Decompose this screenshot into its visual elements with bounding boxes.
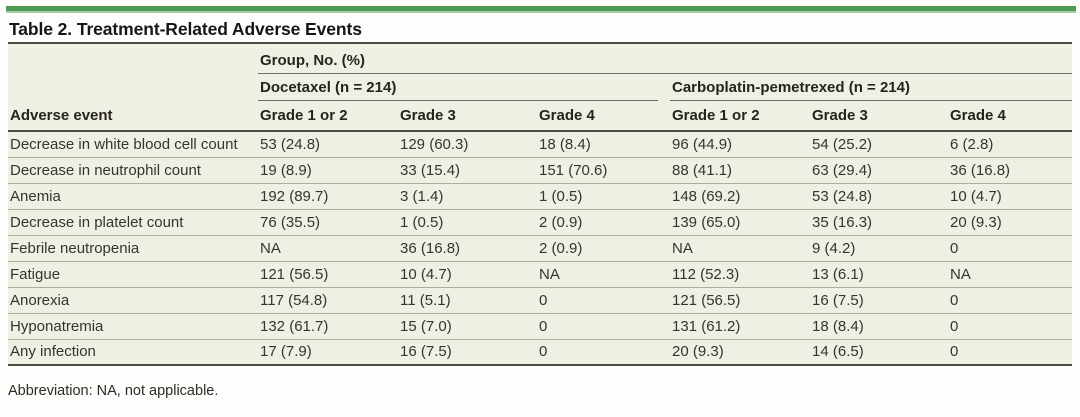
column-header-grade1or2-carboplatin: Grade 1 or 2: [672, 107, 760, 124]
value-cell: 14 (6.5): [812, 343, 864, 361]
group-header-label: Group, No. (%): [258, 52, 1073, 74]
table-header: Group, No. (%) Docetaxel (n = 214) Carbo…: [8, 43, 1073, 131]
spacer-cell: [8, 74, 258, 101]
value-cell: 16 (7.5): [812, 291, 864, 309]
value-cell: 18 (8.4): [539, 135, 591, 153]
value-cell: 15 (7.0): [400, 317, 452, 335]
value-cell: 131 (61.2): [672, 317, 741, 335]
value-cell: 121 (56.5): [672, 291, 741, 309]
value-cell: 1 (0.5): [539, 187, 583, 205]
column-header-grade3-carboplatin: Grade 3: [812, 107, 868, 124]
value-cell: 35 (16.3): [812, 213, 873, 231]
table-row: Anemia 192 (89.7) 3 (1.4) 1 (0.5) 148 (6…: [8, 183, 1073, 209]
arm-docetaxel-cell: Docetaxel (n = 214): [258, 74, 670, 101]
adverse-event-cell: Febrile neutropenia: [10, 239, 140, 257]
arm-carboplatin-label: Carboplatin-pemetrexed (n = 214): [670, 79, 1073, 101]
value-cell: 0: [539, 343, 548, 361]
adverse-event-cell: Decrease in white blood cell count: [10, 135, 238, 153]
adverse-event-cell: Hyponatremia: [10, 317, 104, 335]
value-cell: 96 (44.9): [672, 135, 733, 153]
adverse-event-cell: Decrease in platelet count: [10, 213, 184, 231]
table-body: Decrease in white blood cell count 53 (2…: [8, 131, 1073, 365]
value-cell: 13 (6.1): [812, 265, 864, 283]
value-cell: 10 (4.7): [400, 265, 452, 283]
column-header-adverse-event: Adverse event: [10, 107, 113, 124]
value-cell: 9 (4.2): [812, 239, 856, 257]
value-cell: 33 (15.4): [400, 161, 461, 179]
value-cell: 6 (2.8): [950, 135, 994, 153]
value-cell: 2 (0.9): [539, 239, 583, 257]
value-cell: 0: [950, 343, 959, 361]
arm-docetaxel-label: Docetaxel (n = 214): [258, 79, 658, 101]
value-cell: 0: [539, 291, 548, 309]
value-cell: NA: [539, 265, 560, 283]
footnote: Abbreviation: NA, not applicable.: [8, 383, 219, 399]
value-cell: 19 (8.9): [260, 161, 312, 179]
table-row: Febrile neutropenia NA 36 (16.8) 2 (0.9)…: [8, 235, 1073, 261]
spacer-cell: [8, 43, 258, 74]
value-cell: 53 (24.8): [260, 135, 321, 153]
value-cell: 18 (8.4): [812, 317, 864, 335]
value-cell: 10 (4.7): [950, 187, 1002, 205]
value-cell: 132 (61.7): [260, 317, 329, 335]
value-cell: 53 (24.8): [812, 187, 873, 205]
adverse-events-table: Group, No. (%) Docetaxel (n = 214) Carbo…: [8, 42, 1073, 366]
column-header-grade4-carboplatin: Grade 4: [950, 107, 1006, 124]
value-cell: 17 (7.9): [260, 343, 312, 361]
value-cell: 0: [950, 317, 959, 335]
value-cell: NA: [672, 239, 693, 257]
value-cell: 2 (0.9): [539, 213, 583, 231]
value-cell: 0: [950, 239, 959, 257]
value-cell: NA: [950, 265, 971, 283]
value-cell: 0: [539, 317, 548, 335]
value-cell: 139 (65.0): [672, 213, 741, 231]
group-header-row: Group, No. (%): [8, 43, 1073, 74]
table-row: Anorexia 117 (54.8) 11 (5.1) 0 121 (56.5…: [8, 287, 1073, 313]
table-row: Decrease in neutrophil count 19 (8.9) 33…: [8, 157, 1073, 183]
arm-header-row: Docetaxel (n = 214) Carboplatin-pemetrex…: [8, 74, 1073, 101]
value-cell: 112 (52.3): [672, 265, 740, 283]
value-cell: 20 (9.3): [672, 343, 724, 361]
value-cell: 76 (35.5): [260, 213, 321, 231]
adverse-event-cell: Decrease in neutrophil count: [10, 161, 201, 179]
value-cell: 148 (69.2): [672, 187, 741, 205]
table-row: Decrease in platelet count 76 (35.5) 1 (…: [8, 209, 1073, 235]
table-title: Table 2. Treatment-Related Adverse Event…: [9, 19, 362, 39]
value-cell: 129 (60.3): [400, 135, 469, 153]
adverse-event-cell: Anorexia: [10, 291, 70, 309]
value-cell: 16 (7.5): [400, 343, 452, 361]
table-row: Any infection 17 (7.9) 16 (7.5) 0 20 (9.…: [8, 339, 1073, 365]
table-row: Fatigue 121 (56.5) 10 (4.7) NA 112 (52.3…: [8, 261, 1073, 287]
group-header-cell: Group, No. (%): [258, 43, 1073, 74]
value-cell: 88 (41.1): [672, 161, 733, 179]
column-header-grade3-docetaxel: Grade 3: [400, 107, 456, 124]
value-cell: NA: [260, 239, 281, 257]
column-header-row: Adverse event Grade 1 or 2 Grade 3 Grade…: [8, 101, 1073, 131]
value-cell: 192 (89.7): [260, 187, 329, 205]
value-cell: 121 (56.5): [260, 265, 329, 283]
table-row: Decrease in white blood cell count 53 (2…: [8, 131, 1072, 157]
adverse-event-cell: Anemia: [10, 187, 61, 205]
value-cell: 54 (25.2): [812, 135, 873, 153]
value-cell: 0: [950, 291, 959, 309]
adverse-event-cell: Fatigue: [10, 265, 61, 283]
value-cell: 11 (5.1): [400, 291, 451, 309]
value-cell: 36 (16.8): [950, 161, 1011, 179]
value-cell: 3 (1.4): [400, 187, 444, 205]
table-row: Hyponatremia 132 (61.7) 15 (7.0) 0 131 (…: [8, 313, 1073, 339]
arm-carboplatin-cell: Carboplatin-pemetrexed (n = 214): [670, 74, 1073, 101]
value-cell: 1 (0.5): [400, 213, 444, 231]
value-cell: 36 (16.8): [400, 239, 461, 257]
accent-bar: [6, 6, 1076, 13]
adverse-event-cell: Any infection: [10, 343, 96, 361]
value-cell: 20 (9.3): [950, 213, 1002, 231]
value-cell: 117 (54.8): [260, 291, 328, 309]
value-cell: 151 (70.6): [539, 161, 608, 179]
column-header-grade1or2-docetaxel: Grade 1 or 2: [260, 107, 348, 124]
value-cell: 63 (29.4): [812, 161, 873, 179]
column-header-grade4-docetaxel: Grade 4: [539, 107, 595, 124]
